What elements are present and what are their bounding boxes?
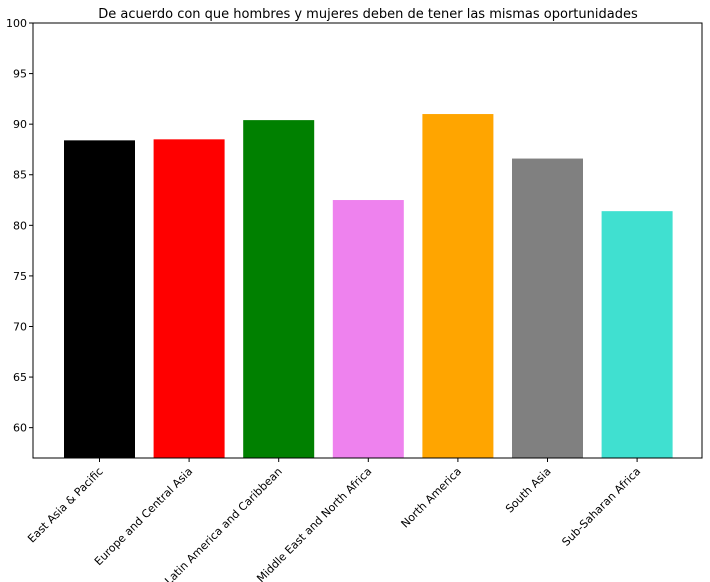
x-tick-label-1: Europe and Central Asia bbox=[92, 465, 195, 568]
y-tick-label-1: 65 bbox=[13, 371, 27, 384]
bar-2 bbox=[243, 120, 315, 459]
y-tick-label-7: 95 bbox=[13, 68, 27, 81]
bar-1 bbox=[153, 139, 225, 458]
x-tick-label-4: North America bbox=[399, 465, 465, 531]
x-tick-label-5: South Asia bbox=[503, 465, 554, 516]
y-tick-label-6: 90 bbox=[13, 118, 27, 131]
bar-6 bbox=[601, 211, 673, 458]
chart-title: De acuerdo con que hombres y mujeres deb… bbox=[98, 7, 638, 22]
y-tick-label-3: 75 bbox=[13, 270, 27, 283]
x-tick-label-6: Sub-Saharan Africa bbox=[559, 465, 643, 549]
y-tick-label-0: 60 bbox=[13, 422, 27, 435]
bar-4 bbox=[422, 114, 494, 458]
y-tick-label-2: 70 bbox=[13, 320, 27, 333]
y-tick-label-5: 85 bbox=[13, 169, 27, 182]
bar-0 bbox=[64, 140, 135, 459]
bars-group bbox=[64, 114, 673, 459]
y-tick-label-8: 100 bbox=[6, 17, 27, 30]
bar-5 bbox=[512, 158, 583, 458]
plot-frame bbox=[32, 22, 703, 459]
y-tick-label-4: 80 bbox=[13, 219, 27, 232]
y-axis: 60 65 70 75 80 85 90 95 100 bbox=[6, 17, 33, 435]
bar-3 bbox=[332, 200, 404, 458]
x-tick-label-0: East Asia & Pacific bbox=[25, 465, 105, 545]
